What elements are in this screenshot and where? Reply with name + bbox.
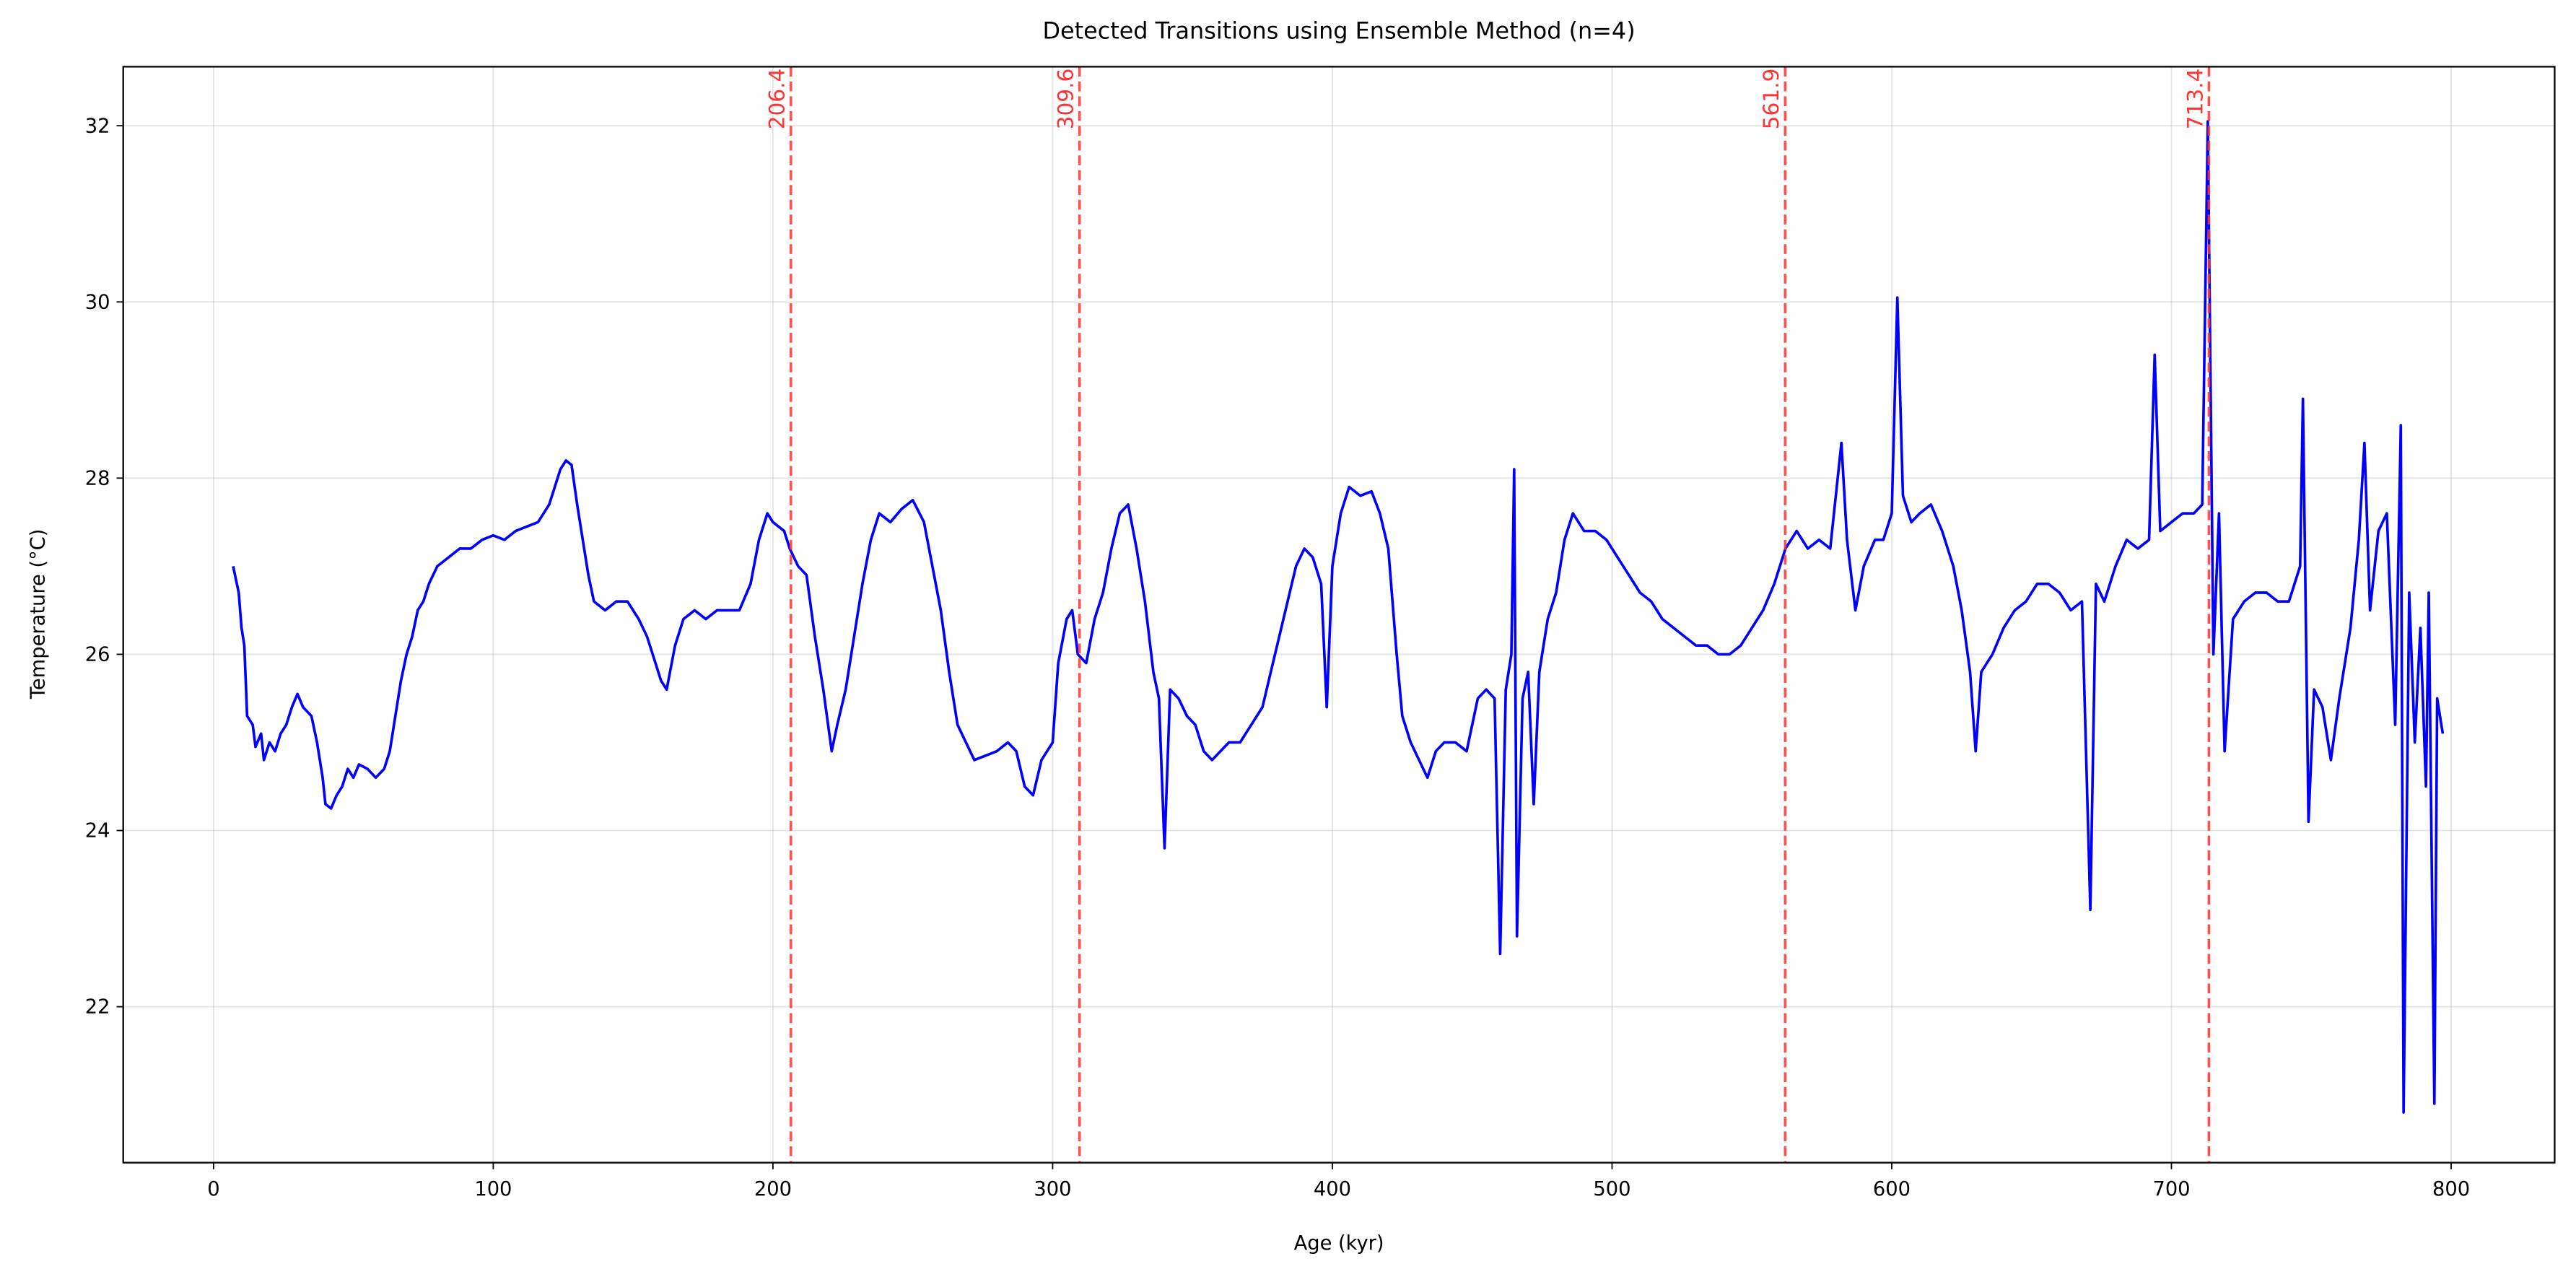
transition-label: 713.4 <box>2183 69 2207 130</box>
y-tick-label: 24 <box>85 820 110 842</box>
y-tick-label: 28 <box>85 467 110 489</box>
x-tick-label: 200 <box>754 1178 792 1200</box>
transition-label: 309.6 <box>1054 69 1078 130</box>
plot-frame <box>122 66 2556 1164</box>
data-line <box>232 120 2445 1114</box>
x-tick-label: 0 <box>207 1178 219 1200</box>
chart-title: Detected Transitions using Ensemble Meth… <box>1042 17 1635 45</box>
x-tick-label: 800 <box>2432 1178 2470 1200</box>
transition-label: 561.9 <box>1759 69 1783 130</box>
transition-label: 206.4 <box>765 69 790 130</box>
x-tick-label: 400 <box>1314 1178 1351 1200</box>
y-axis-label: Temperature (°C) <box>27 529 49 700</box>
x-tick-label: 300 <box>1034 1178 1071 1200</box>
x-tick-label: 500 <box>1593 1178 1630 1200</box>
y-tick-label: 22 <box>85 996 110 1019</box>
y-tick-label: 30 <box>85 291 110 313</box>
x-axis-label: Age (kyr) <box>1294 1232 1384 1255</box>
x-tick-label: 600 <box>1873 1178 1911 1200</box>
x-tick-label: 100 <box>474 1178 512 1200</box>
x-tick-label: 700 <box>2152 1178 2190 1200</box>
y-tick-label: 26 <box>85 644 110 666</box>
y-tick-label: 32 <box>85 115 110 137</box>
